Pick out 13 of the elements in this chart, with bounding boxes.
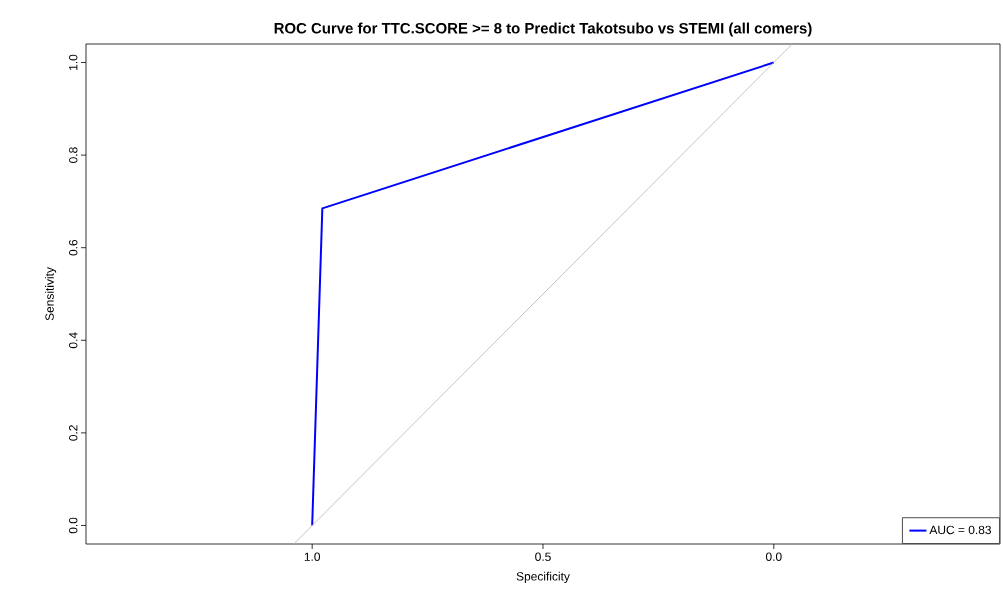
y-tick-label: 0.2 (69, 425, 78, 441)
y-tick-label: 0.6 (69, 239, 78, 256)
x-axis-title: Specificity (516, 571, 570, 583)
x-tick-label: 0.5 (535, 552, 551, 561)
y-tick-label: 0.8 (69, 147, 78, 163)
y-axis-title: Sensitivity (45, 267, 57, 321)
legend-label: AUC = 0.83 (929, 525, 991, 535)
y-tick-label: 0.0 (69, 517, 78, 534)
y-tick-label: 0.4 (69, 332, 78, 349)
chart-title: ROC Curve for TTC.SCORE >= 8 to Predict Takotsubo vs STEMI (all comers) (274, 22, 812, 37)
y-tick-label: 1.0 (69, 54, 78, 70)
x-tick-label: 0.0 (765, 552, 782, 561)
x-tick-label: 1.0 (304, 552, 321, 561)
